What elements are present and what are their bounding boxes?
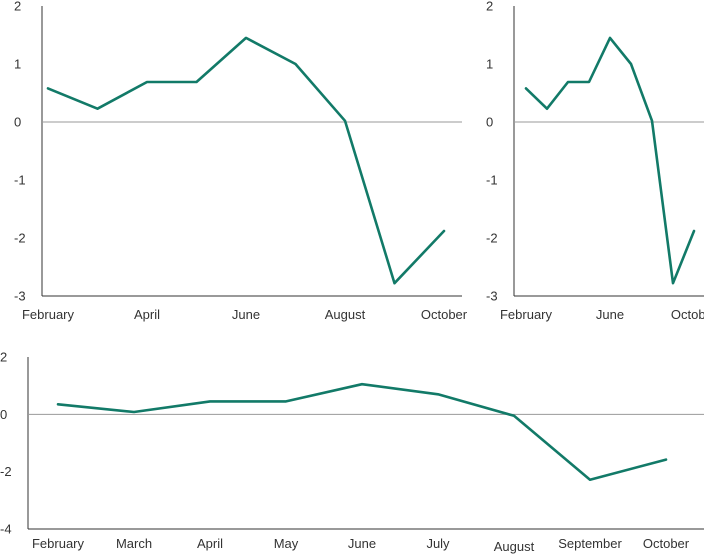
y-tick-label: 1 [14,57,21,72]
y-tick-label: -3 [14,289,26,304]
x-tick-label: October [643,536,690,551]
x-tick-label: August [494,539,535,554]
series-line [56,382,668,482]
x-tick-label: August [325,307,366,322]
x-tick-label: April [197,536,223,551]
y-tick-label: 2 [0,350,7,365]
x-tick-label: June [232,307,260,322]
x-tick-label: July [426,536,450,551]
y-tick-label: -3 [486,289,498,304]
y-tick-label: 0 [14,115,21,130]
x-tick-label: October [421,307,468,322]
x-tick-label: April [134,307,160,322]
y-tick-label: 1 [486,57,493,72]
x-tick-label: June [596,307,624,322]
y-tick-label: 0 [486,115,493,130]
x-tick-label: June [348,536,376,551]
x-tick-label: September [558,536,622,551]
y-tick-label: -1 [14,173,26,188]
y-tick-label: 2 [14,0,21,14]
series-line [46,36,446,285]
y-tick-label: -2 [0,464,12,479]
x-tick-label: February [22,307,75,322]
x-tick-label: May [274,536,299,551]
x-tick-label: October [671,307,704,322]
y-tick-label: 2 [486,0,493,14]
y-tick-label: -2 [14,231,26,246]
x-tick-label: February [500,307,553,322]
x-tick-label: February [32,536,85,551]
series-line [524,36,696,285]
y-tick-label: -2 [486,231,498,246]
y-tick-label: -4 [0,522,12,537]
y-tick-label: 0 [0,407,7,422]
y-tick-label: -1 [486,173,498,188]
x-tick-label: March [116,536,152,551]
